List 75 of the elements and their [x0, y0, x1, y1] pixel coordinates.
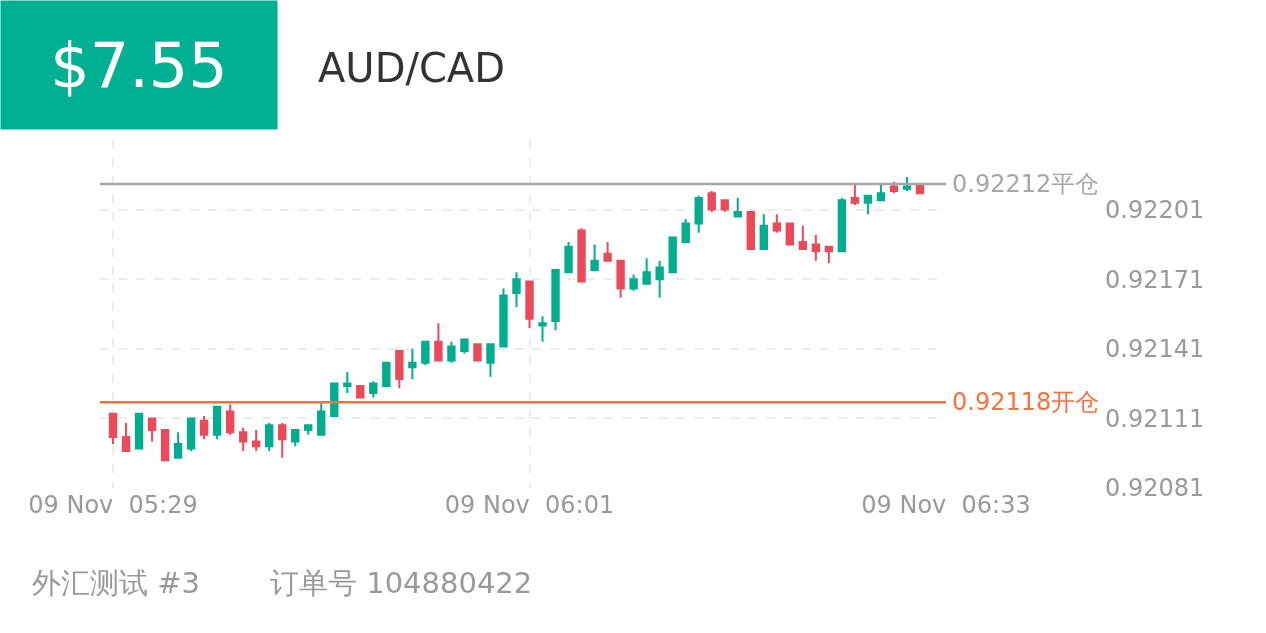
candlestick: [824, 245, 834, 264]
y-tick-label: 0.92141: [1105, 335, 1205, 364]
text: 订单号 104880422: [270, 566, 533, 600]
candlestick: [395, 350, 404, 390]
candlestick: [538, 315, 547, 343]
candlestick: [356, 384, 365, 399]
x-tick-label: 09 Nov 06:01: [444, 491, 615, 519]
candlestick: [720, 199, 729, 213]
candlestick: [707, 190, 716, 213]
candlestick: [317, 401, 326, 436]
text: $7.55: [50, 28, 228, 102]
candlestick: [603, 241, 612, 262]
candlestick: [902, 176, 912, 193]
candlestick: [863, 194, 873, 216]
candlestick: [746, 210, 755, 251]
candlestick: [434, 322, 443, 362]
candlestick: [876, 183, 886, 202]
ref-line-label: 0.92212平仓: [952, 170, 1100, 198]
candlestick: [577, 227, 586, 283]
candlestick: [642, 257, 651, 285]
candlestick: [369, 380, 378, 399]
candlestick: [616, 259, 625, 299]
candlestick: [733, 197, 742, 218]
candlestick: [525, 280, 534, 329]
candlestick: [460, 338, 469, 355]
candlestick: [811, 234, 821, 262]
candlestick: [252, 429, 261, 452]
candlestick: [772, 213, 781, 234]
candlestick: [265, 422, 274, 452]
candlestick: [108, 412, 118, 445]
candlestick: [408, 347, 417, 380]
candlestick: [681, 217, 690, 244]
candlestick: [785, 222, 794, 246]
ref-line-label: 0.92118开仓: [952, 388, 1100, 416]
candlestick: [225, 403, 235, 436]
candlestick: [486, 343, 495, 378]
y-tick-label: 0.92111: [1105, 404, 1205, 433]
candlestick: [382, 361, 391, 387]
candlestick: [343, 371, 352, 394]
candlestick: [668, 236, 677, 274]
candlestick: [447, 340, 456, 364]
candlestick: [798, 224, 808, 251]
candlestick: [850, 183, 860, 206]
candlestick: [421, 340, 430, 367]
candlestick: [655, 259, 664, 299]
candlestick: [278, 422, 287, 459]
x-tick-label: 09 Nov 05:29: [28, 491, 198, 519]
candlestick: [499, 287, 508, 348]
candlestick: [186, 417, 196, 452]
candlestick: [304, 424, 313, 436]
candlestick: [121, 422, 131, 452]
candlestick: [837, 197, 847, 253]
y-tick-label: 0.92171: [1105, 265, 1205, 294]
candlestick: [147, 417, 157, 443]
candlestick: [759, 213, 768, 251]
candlestick: [629, 273, 638, 292]
candlestick: [291, 429, 300, 448]
text: 外汇测试 #3: [32, 566, 200, 600]
x-tick-label: 09 Nov 06:33: [861, 491, 1031, 519]
candlestick: [238, 426, 248, 452]
candlestick: [199, 415, 209, 441]
candlestick: [512, 271, 521, 309]
y-tick-label: 0.92201: [1105, 196, 1205, 224]
candlestick: [134, 412, 144, 450]
candlestick: [212, 405, 222, 441]
candlestick: [173, 431, 183, 459]
candlestick: [473, 343, 482, 362]
candlestick: [694, 194, 703, 234]
candlestick: [564, 241, 573, 274]
y-tick-label: 0.92081: [1105, 474, 1205, 503]
candlestick: [551, 268, 560, 332]
chart-title: AUD/CAD: [318, 45, 506, 91]
candlestick: [889, 180, 899, 195]
candlestick: [590, 243, 599, 271]
candlestick: [160, 429, 170, 462]
